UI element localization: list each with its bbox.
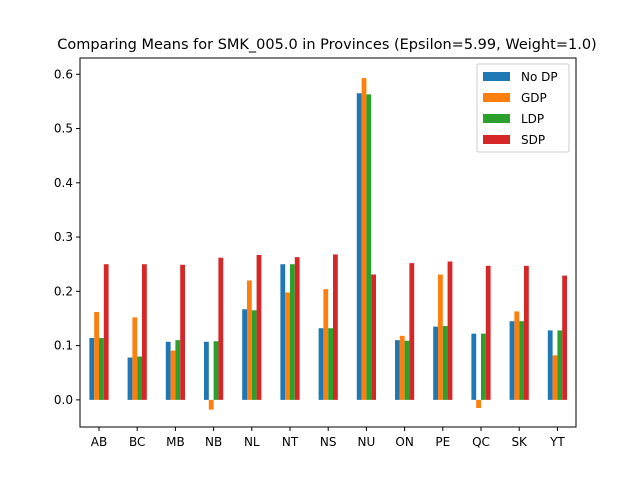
bar-ldp-nu [366,94,372,400]
bar-ldp-ns [328,328,333,400]
bar-no-dp-nt [280,264,286,400]
bar-no-dp-pe [433,326,438,400]
bar-gdp-on [399,335,405,400]
bar-gdp-qc [476,399,481,409]
bar-ldp-pe [442,326,448,400]
bar-gdp-ns [323,289,329,400]
bar-gdp-mb [170,350,176,400]
bar-gdp-nb [208,399,214,410]
legend-box [476,63,570,153]
bar-ldp-ab [99,338,104,400]
x-tick-label-nl: NL [244,435,260,449]
bar-no-dp-nl [242,309,247,400]
x-tick-label-qc: QC [472,435,490,449]
bar-sdp-ab [103,264,109,400]
bar-sdp-on [409,263,415,400]
bar-sdp-pe [447,261,453,400]
chart-title: Comparing Means for SMK_005.0 in Provinc… [57,37,596,53]
x-tick-label-nb: NB [205,435,222,449]
bar-sdp-nl [256,254,262,400]
bars-group [89,78,567,410]
y-tick-label: 0.0 [54,393,73,407]
bar-ldp-mb [175,340,181,400]
bar-ldp-sk [519,321,524,400]
bar-ldp-nl [251,310,257,400]
bar-no-dp-bc [127,357,133,400]
bar-gdp-pe [438,274,443,400]
bar-no-dp-on [395,340,400,400]
legend-swatch-sdp [483,135,510,144]
bar-no-dp-qc [471,333,477,400]
bar-sdp-mb [180,264,185,400]
legend-swatch-no-dp [483,72,510,81]
legend-label-sdp: SDP [521,133,545,147]
y-tick-label: 0.5 [54,122,73,136]
y-tick-label: 0.4 [54,176,73,190]
x-tick-label-nu: NU [358,435,376,449]
y-tick-label: 0.1 [54,339,73,353]
bar-sdp-yt [562,275,567,400]
axes-group: 0.0 0.1 0.2 0.3 0.4 0.5 0.6 AB BC MB NB NL NT NS NU ON P… [54,57,577,449]
bar-sdp-nt [294,257,300,400]
x-tick-label-pe: PE [435,435,450,449]
bar-ldp-nb [213,341,219,400]
legend: No DP GDP LDP SDP [476,63,570,153]
bar-gdp-yt [552,355,558,400]
y-tick-label: 0.6 [54,67,73,81]
bar-no-dp-nu [356,93,362,400]
x-tick-label-yt: YT [549,435,565,449]
bar-ldp-on [404,340,410,400]
bar-sdp-bc [142,264,147,400]
x-tick-label-nt: NT [282,435,299,449]
bar-sdp-qc [485,265,491,400]
bar-no-dp-ab [89,338,95,400]
bar-ldp-nt [290,264,295,400]
bar-gdp-ab [94,311,99,400]
legend-label-gdp: GDP [521,91,547,105]
bar-sdp-ns [333,254,338,400]
y-tick-label: 0.2 [54,284,73,298]
legend-label-ldp: LDP [521,112,544,126]
bar-gdp-sk [514,311,520,400]
bar-gdp-nl [247,280,252,400]
x-tick-label-ab: AB [91,435,107,449]
bar-gdp-nu [361,78,367,400]
x-tick-label-mb: MB [166,435,185,449]
bar-no-dp-mb [165,341,171,400]
legend-swatch-ldp [483,114,510,123]
legend-label-no-dp: No DP [521,70,558,84]
bar-no-dp-yt [547,330,553,400]
y-tick-label: 0.3 [54,230,73,244]
bar-gdp-nt [285,292,290,400]
x-tick-label-ns: NS [320,435,337,449]
bar-sdp-nu [371,274,376,400]
legend-swatch-gdp [483,93,510,102]
bar-ldp-bc [137,356,142,400]
bar-no-dp-sk [509,321,515,400]
bar-no-dp-nb [204,341,209,400]
bar-ldp-qc [481,333,486,400]
bar-gdp-bc [132,317,138,400]
x-tick-label-on: ON [395,435,413,449]
bar-sdp-nb [218,257,224,400]
x-tick-label-bc: BC [129,435,145,449]
bar-ldp-yt [557,330,563,400]
x-tick-label-sk: SK [511,435,528,449]
bar-sdp-sk [524,265,529,400]
bar-no-dp-ns [318,328,324,400]
